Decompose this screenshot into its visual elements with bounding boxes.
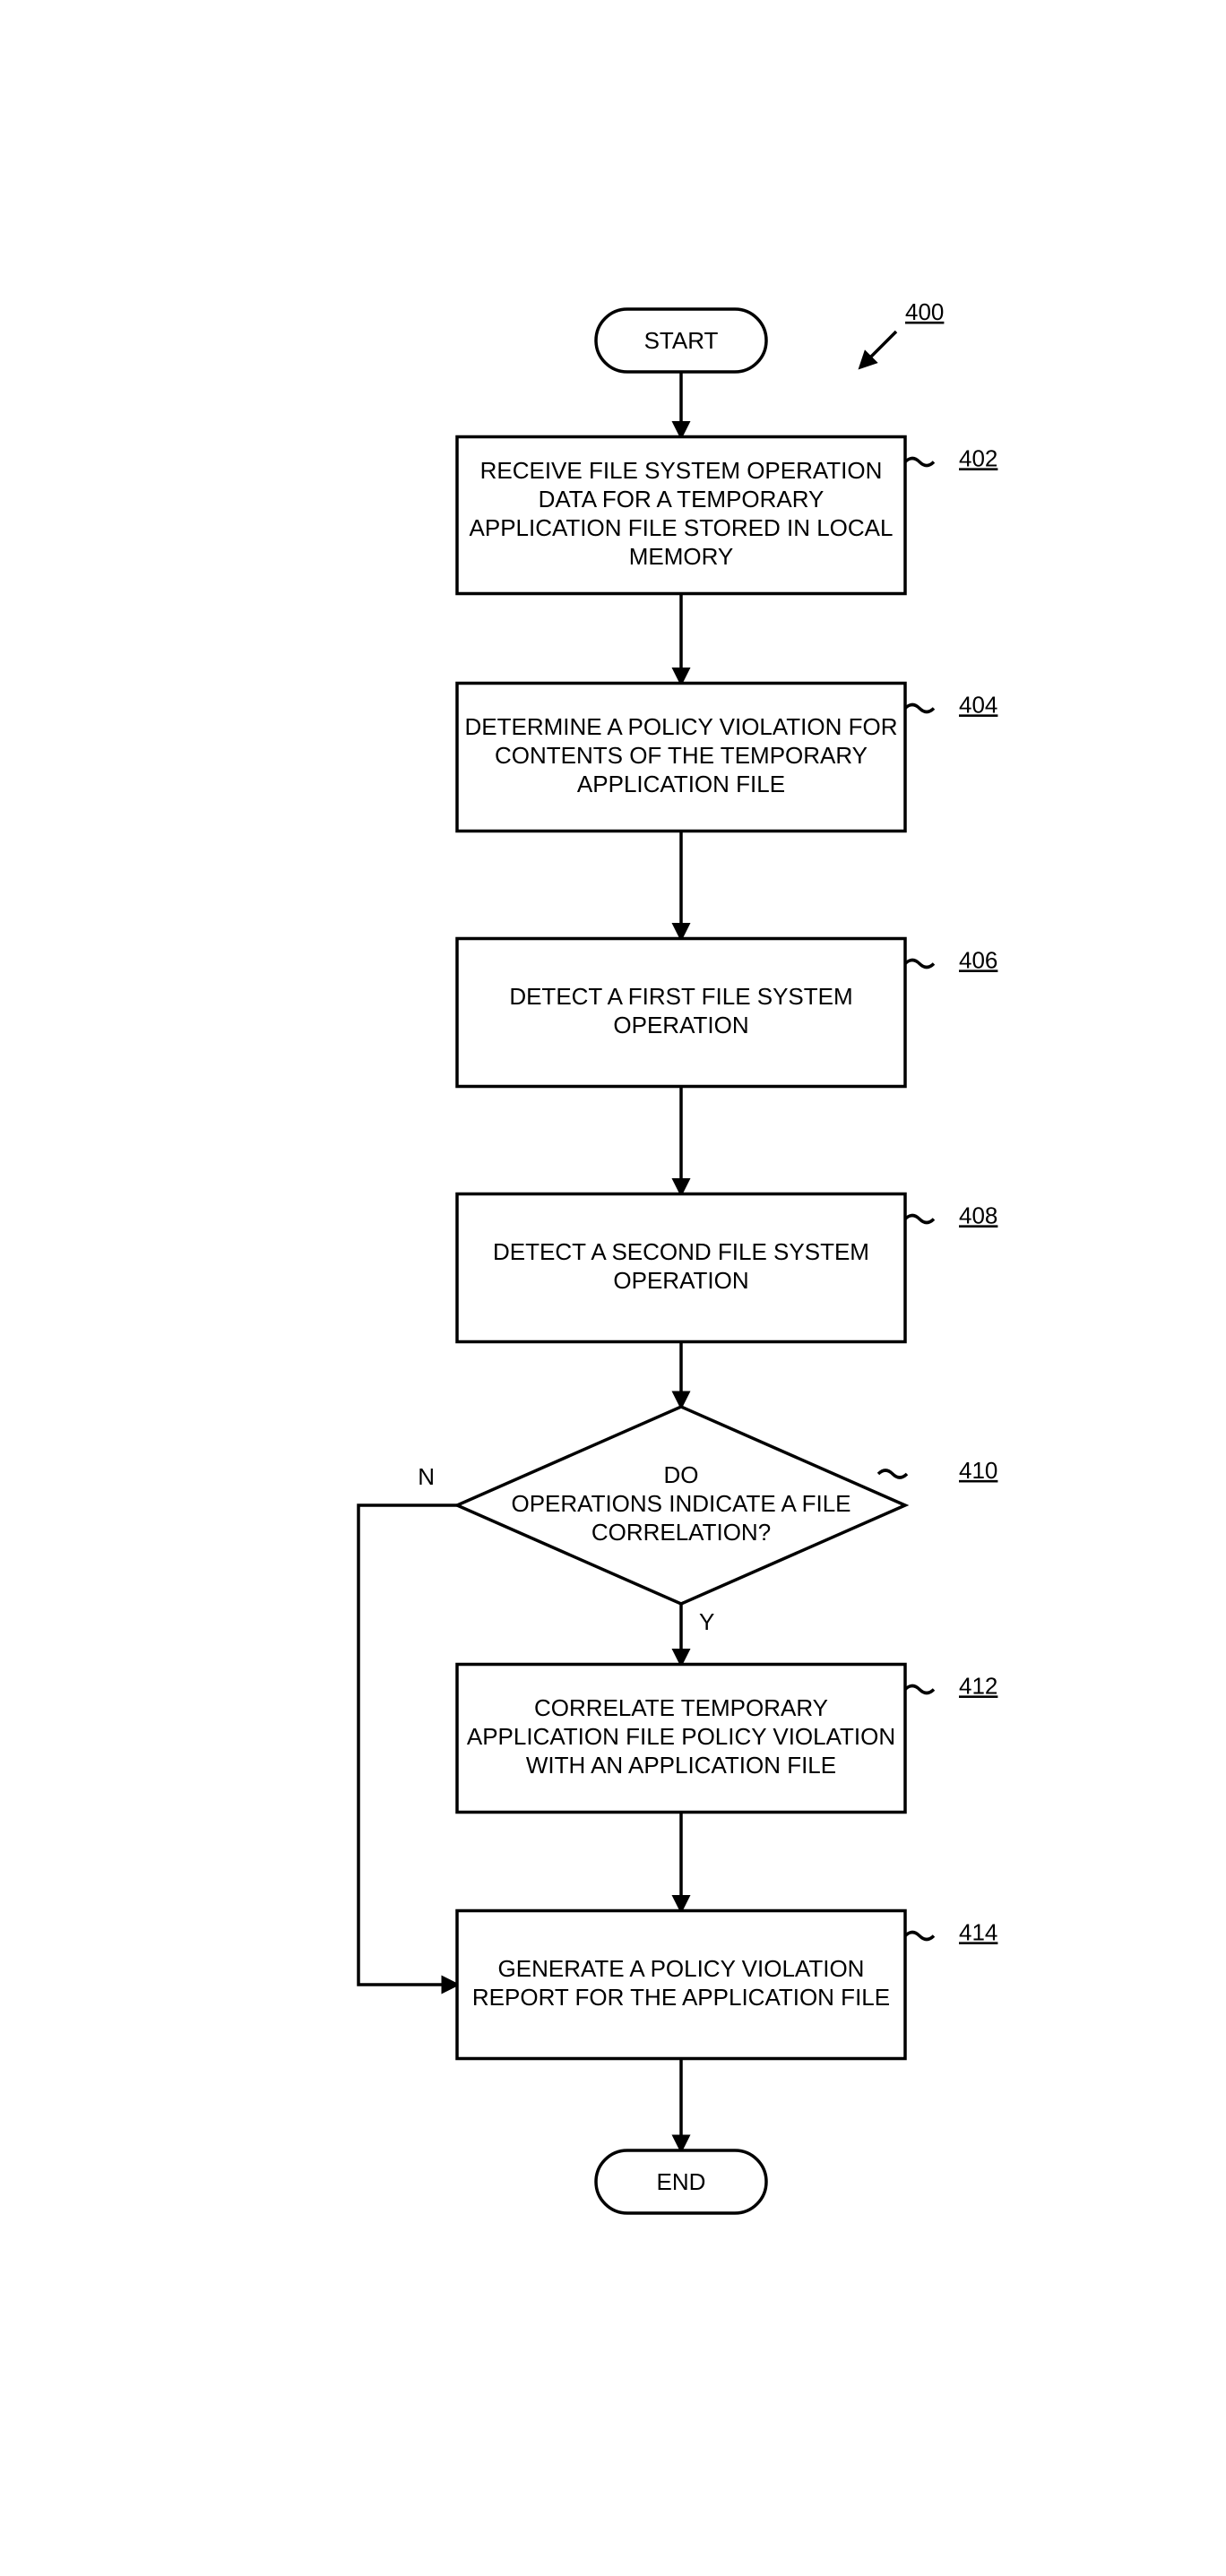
svg-text:408: 408 [959,1202,997,1228]
svg-text:END: END [657,2168,706,2195]
svg-text:CORRELATE TEMPORARY: CORRELATE TEMPORARY [534,1694,828,1721]
svg-text:402: 402 [959,444,997,471]
svg-text:OPERATIONS INDICATE A FILE: OPERATIONS INDICATE A FILE [511,1490,850,1517]
svg-text:DO: DO [664,1461,699,1488]
svg-text:412: 412 [959,1672,997,1699]
svg-text:DETERMINE A POLICY VIOLATION F: DETERMINE A POLICY VIOLATION FOR [464,713,897,740]
svg-text:406: 406 [959,946,997,973]
svg-text:404: 404 [959,691,997,718]
svg-text:APPLICATION FILE POLICY VIOLAT: APPLICATION FILE POLICY VIOLATION [467,1723,895,1750]
svg-text:OPERATION: OPERATION [613,1267,748,1294]
svg-text:DETECT A SECOND FILE SYSTEM: DETECT A SECOND FILE SYSTEM [493,1238,869,1265]
svg-text:DATA FOR A TEMPORARY: DATA FOR A TEMPORARY [539,486,825,513]
svg-text:Y: Y [699,1608,714,1635]
svg-text:414: 414 [959,1918,997,1945]
svg-text:GENERATE A POLICY VIOLATION: GENERATE A POLICY VIOLATION [498,1955,865,1982]
svg-text:DETECT A FIRST FILE SYSTEM: DETECT A FIRST FILE SYSTEM [509,983,852,1010]
svg-text:CONTENTS OF THE TEMPORARY: CONTENTS OF THE TEMPORARY [495,742,868,769]
svg-text:RECEIVE FILE SYSTEM OPERATION: RECEIVE FILE SYSTEM OPERATION [480,457,883,484]
svg-text:CORRELATION?: CORRELATION? [591,1519,771,1546]
svg-text:START: START [644,327,719,354]
svg-text:REPORT FOR THE APPLICATION FIL: REPORT FOR THE APPLICATION FILE [472,1984,890,2011]
svg-text:APPLICATION FILE: APPLICATION FILE [577,771,785,797]
svg-text:MEMORY: MEMORY [629,543,734,570]
svg-text:OPERATION: OPERATION [613,1012,748,1038]
svg-text:WITH AN APPLICATION FILE: WITH AN APPLICATION FILE [526,1752,836,1779]
svg-text:N: N [418,1463,435,1490]
svg-text:APPLICATION FILE STORED IN LOC: APPLICATION FILE STORED IN LOCAL [470,514,894,541]
svg-text:400: 400 [905,298,944,325]
svg-text:410: 410 [959,1457,997,1484]
